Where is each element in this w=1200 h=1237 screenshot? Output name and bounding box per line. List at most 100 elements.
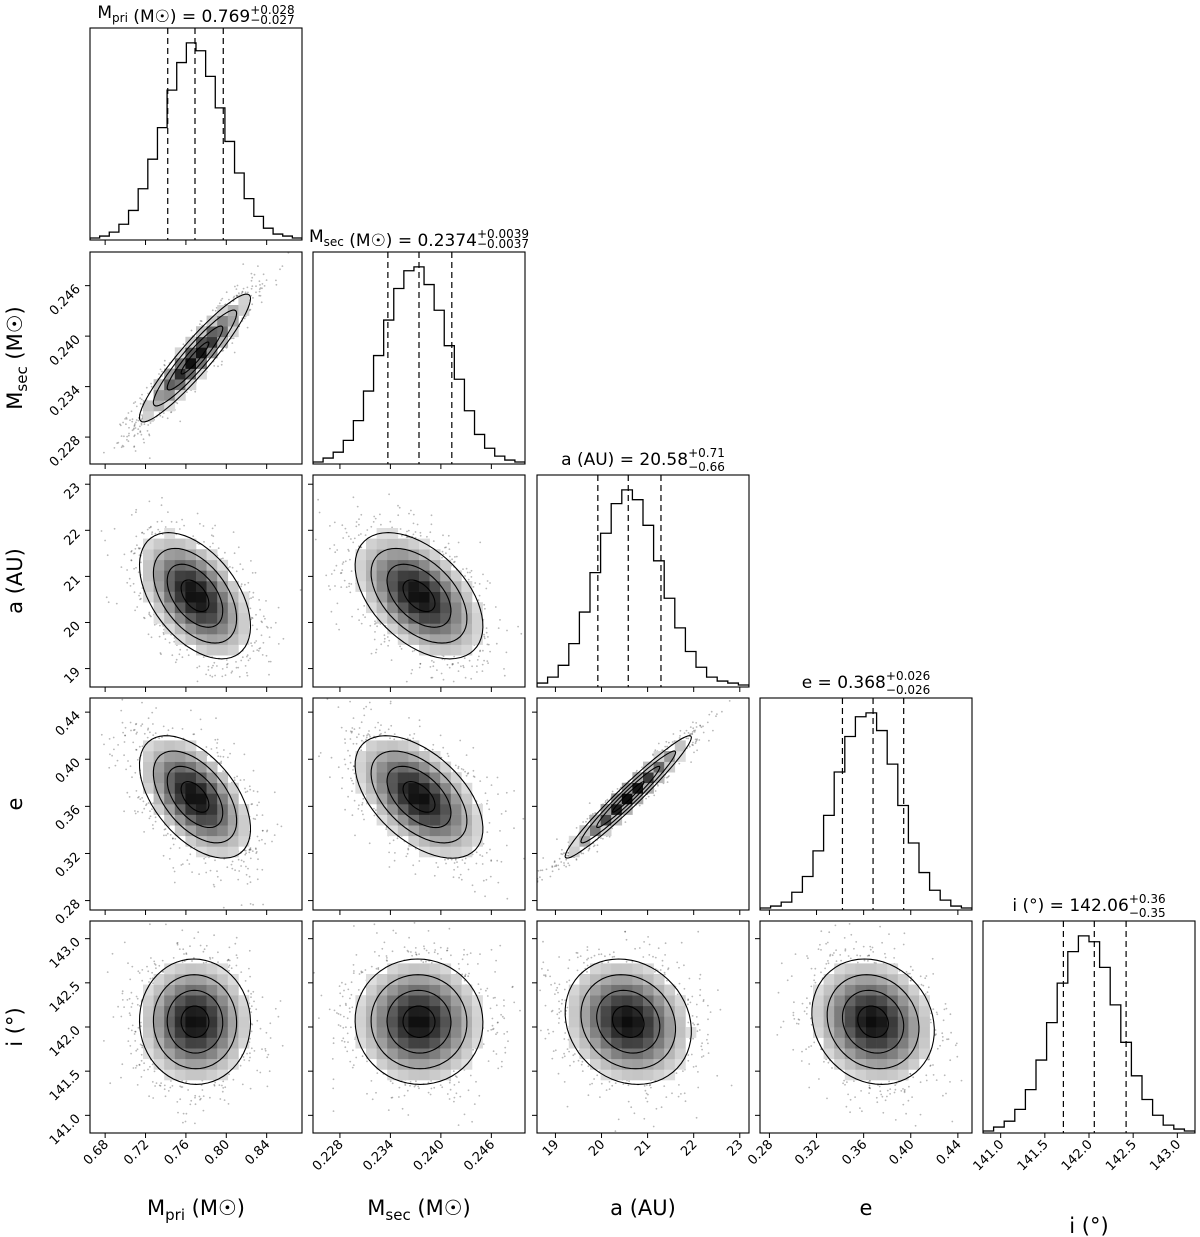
- density-cell: [238, 634, 250, 645]
- scatter-point: [437, 866, 439, 869]
- scatter-point: [370, 652, 373, 655]
- scatter-point: [569, 1064, 571, 1067]
- scatter-point: [345, 730, 348, 732]
- scatter-point: [104, 539, 106, 542]
- density-cell: [844, 995, 856, 1007]
- scatter-point: [159, 624, 161, 627]
- scatter-point: [343, 579, 346, 582]
- scatter-point: [176, 1101, 179, 1103]
- scatter-point: [495, 1033, 497, 1036]
- scatter-point: [448, 555, 451, 558]
- scatter-point: [259, 284, 261, 286]
- scatter-point: [360, 810, 363, 812]
- scatter-point: [163, 359, 166, 362]
- scatter-point: [353, 765, 355, 768]
- scatter-point: [178, 847, 181, 849]
- density-cell: [590, 1016, 601, 1028]
- density-cell: [429, 995, 441, 1007]
- y-tick-label: 0.40: [53, 755, 84, 786]
- density-cell: [174, 1058, 186, 1070]
- scatter-point: [248, 785, 251, 788]
- scatter-point: [829, 953, 832, 956]
- scatter-point: [447, 542, 450, 545]
- scatter-point: [346, 1017, 349, 1020]
- scatter-point: [419, 662, 422, 665]
- density-cell: [450, 570, 462, 582]
- scatter-point: [391, 1082, 394, 1085]
- scatter-point: [131, 429, 134, 432]
- scatter-point: [318, 755, 320, 758]
- scatter-point: [259, 294, 262, 297]
- scatter-point: [795, 1022, 798, 1025]
- scatter-point: [252, 990, 255, 993]
- scatter-point: [227, 756, 229, 759]
- scatter-point: [463, 657, 466, 660]
- y-tick-label: 19: [62, 665, 84, 687]
- scatter-point: [642, 956, 645, 958]
- scatter-point: [265, 1031, 268, 1034]
- scatter-point: [810, 967, 813, 970]
- density-cell: [387, 623, 399, 635]
- scatter-point: [872, 911, 874, 913]
- scatter-point: [318, 1017, 320, 1019]
- panel-frame: [312, 251, 526, 465]
- scatter-point: [152, 1097, 155, 1099]
- density-cells: [568, 740, 686, 858]
- density-cell: [143, 1037, 154, 1049]
- density-cell: [206, 644, 218, 656]
- scatter-point: [126, 791, 129, 794]
- scatter-point: [136, 731, 138, 734]
- scatter-point: [589, 1083, 591, 1086]
- density-cell: [217, 835, 229, 847]
- scatter-point: [256, 1019, 259, 1022]
- scatter-point: [235, 294, 238, 297]
- scatter-point: [232, 531, 235, 533]
- scatter-point: [464, 857, 467, 860]
- density-cell: [387, 804, 399, 815]
- scatter-point: [142, 438, 145, 441]
- density-cell: [196, 835, 207, 847]
- scatter-point: [273, 834, 276, 836]
- scatter-point: [351, 1066, 354, 1069]
- scatter-point: [223, 749, 225, 751]
- scatter-point: [134, 810, 136, 812]
- scatter-point: [413, 649, 416, 652]
- scatter-point: [139, 798, 142, 800]
- scatter-point: [412, 864, 415, 867]
- contour-2sigma: [354, 532, 484, 660]
- density-cell: [908, 1058, 920, 1070]
- scatter-point: [222, 755, 225, 758]
- scatter-point: [251, 572, 254, 574]
- density-cell: [164, 389, 176, 401]
- scatter-point: [646, 1084, 648, 1086]
- scatter-point: [167, 511, 169, 513]
- scatter-point: [558, 983, 561, 986]
- density-cell: [174, 538, 186, 550]
- scatter-point: [370, 965, 373, 968]
- scatter-point: [820, 1048, 822, 1051]
- density-cell: [196, 570, 207, 582]
- scatter-point: [376, 1072, 379, 1074]
- x-ticks: [104, 464, 268, 469]
- scatter-point: [229, 566, 231, 568]
- contour-1sigma: [166, 989, 224, 1054]
- contour-1.5sigma: [370, 750, 468, 844]
- scatter-point: [139, 592, 142, 595]
- density-cell: [387, 1016, 399, 1028]
- scatter-point: [814, 981, 817, 984]
- scatter-point: [839, 954, 842, 956]
- density-cell: [461, 804, 473, 815]
- x-axis-label-inc: i (°): [1069, 1214, 1108, 1237]
- scatter-point: [133, 1033, 136, 1035]
- scatter-point: [808, 1063, 811, 1065]
- scatter-point: [551, 866, 554, 868]
- density-cell: [217, 825, 229, 837]
- scatter-point: [492, 1050, 495, 1053]
- scatter-point: [319, 752, 322, 754]
- scatter-point: [927, 986, 930, 989]
- density-cell: [238, 1005, 250, 1017]
- scatter-point: [691, 743, 694, 746]
- scatter-point: [123, 741, 126, 743]
- scatter-point: [678, 737, 681, 739]
- scatter-point: [112, 736, 115, 739]
